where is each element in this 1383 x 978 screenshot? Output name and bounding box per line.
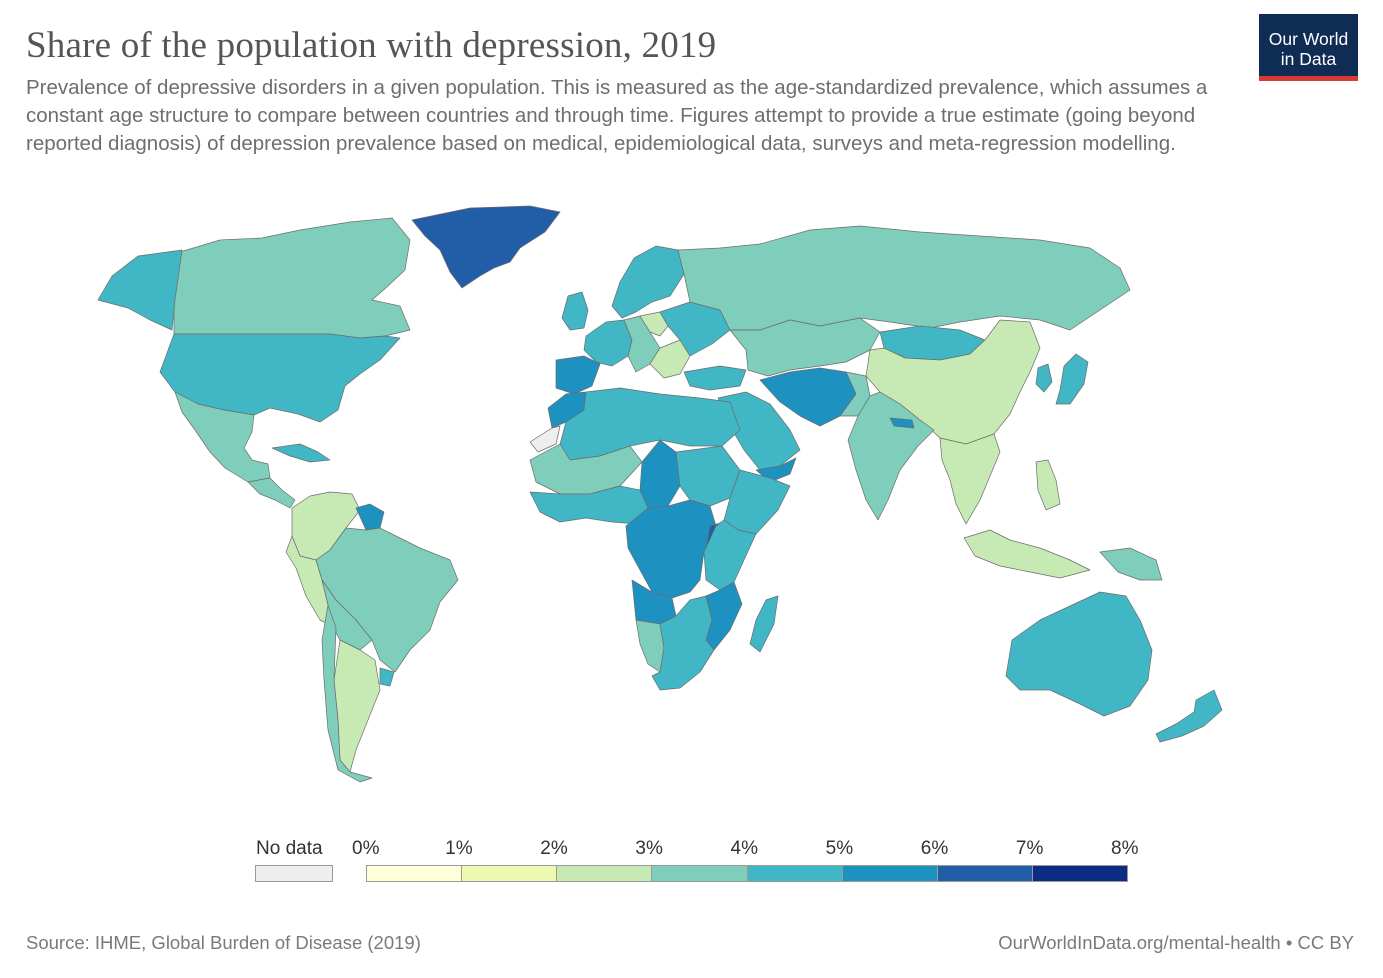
legend-tick-label: 3% [635, 838, 663, 859]
region-arabia[interactable] [717, 391, 801, 471]
region-guyana-suriname[interactable] [355, 503, 385, 531]
legend-bin-7[interactable] [1031, 865, 1128, 882]
region-uk-ireland[interactable] [561, 291, 589, 331]
chart-title: Share of the population with depression,… [26, 25, 717, 66]
legend-no-data-label: No data [256, 838, 323, 859]
region-madagascar[interactable] [749, 595, 779, 653]
logo-line-1: Our World [1268, 29, 1349, 49]
credit-link[interactable]: OurWorldInData.org/mental-health • CC BY [998, 932, 1354, 953]
region-southeast-asia[interactable] [939, 433, 1001, 525]
region-new-zealand[interactable] [1155, 689, 1223, 743]
region-iberia[interactable] [555, 355, 601, 395]
region-russia[interactable] [677, 225, 1131, 331]
legend-tick-label: 1% [445, 838, 473, 859]
color-legend: No data 0% 1% 2% 3% 4% 5% 6% 7% 8% [0, 830, 1383, 900]
legend-bin-4[interactable] [746, 865, 843, 882]
legend-bin-1[interactable] [461, 865, 558, 882]
legend-bin-5[interactable] [841, 865, 938, 882]
region-uruguay[interactable] [379, 667, 395, 687]
region-caribbean[interactable] [271, 443, 331, 463]
legend-tick-label: 5% [825, 838, 854, 859]
region-mozambique[interactable] [705, 581, 743, 651]
owid-logo[interactable]: Our World in Data [1259, 14, 1358, 81]
world-map[interactable] [0, 190, 1383, 830]
legend-tick-label: 4% [730, 838, 758, 859]
region-philippines[interactable] [1035, 459, 1061, 511]
region-mexico[interactable] [174, 391, 271, 483]
region-australia[interactable] [1005, 591, 1153, 717]
region-western-sahara[interactable] [529, 425, 561, 453]
region-chile[interactable] [321, 604, 373, 783]
legend-bin-3[interactable] [651, 865, 748, 882]
region-scandinavia[interactable] [611, 245, 685, 319]
region-chad[interactable] [639, 439, 681, 509]
region-japan[interactable] [1055, 353, 1089, 405]
source-note: Source: IHME, Global Burden of Disease (… [26, 932, 421, 953]
legend-bin-2[interactable] [556, 865, 653, 882]
region-brazil[interactable] [315, 527, 459, 673]
region-central-america[interactable] [247, 477, 296, 509]
region-canada[interactable] [173, 217, 411, 339]
legend-bin-0[interactable] [366, 865, 463, 882]
region-namibia[interactable] [635, 619, 665, 673]
legend-bin-6[interactable] [936, 865, 1033, 882]
region-nepal[interactable] [889, 417, 915, 429]
legend-tick-label: 0% [352, 838, 380, 859]
region-png[interactable] [1099, 547, 1163, 581]
chart-subtitle: Prevalence of depressive disorders in a … [26, 76, 1208, 155]
region-alaska[interactable] [97, 249, 183, 331]
legend-no-data-swatch[interactable] [255, 865, 333, 882]
region-sudan[interactable] [675, 445, 741, 507]
logo-line-2: in Data [1280, 49, 1337, 69]
legend-tick-label: 7% [1015, 838, 1044, 859]
region-turkey[interactable] [683, 365, 747, 391]
region-greenland[interactable] [411, 205, 561, 289]
region-korea[interactable] [1035, 363, 1053, 393]
region-central-africa[interactable] [625, 499, 717, 599]
legend-tick-label: 8% [1111, 838, 1139, 859]
region-indonesia[interactable] [963, 529, 1091, 579]
legend-tick-label: 2% [540, 838, 568, 859]
region-poland[interactable] [639, 311, 669, 337]
region-argentina[interactable] [333, 639, 381, 773]
region-southern-africa[interactable] [651, 595, 715, 691]
region-western-europe[interactable] [583, 319, 633, 367]
region-central-asia[interactable] [729, 317, 881, 377]
region-east-africa[interactable] [703, 519, 757, 591]
legend-tick-label: 6% [920, 838, 949, 859]
